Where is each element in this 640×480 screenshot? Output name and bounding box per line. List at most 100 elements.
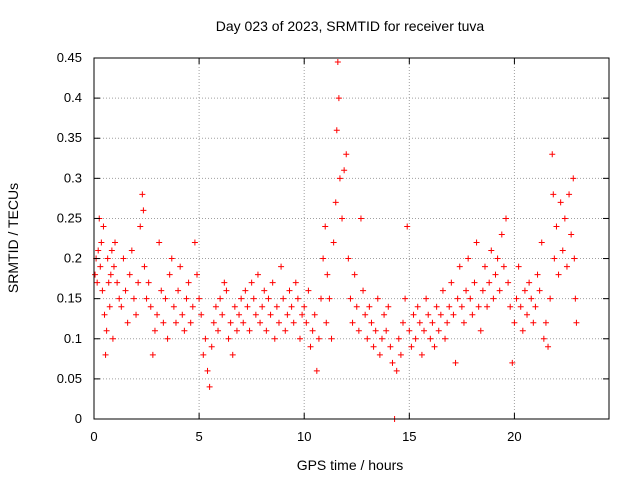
x-axis-label: GPS time / hours	[297, 457, 404, 473]
data-point	[542, 319, 549, 326]
data-point	[149, 351, 156, 358]
data-point	[106, 303, 113, 310]
data-point	[341, 167, 348, 174]
data-point	[158, 287, 165, 294]
data-point	[189, 303, 196, 310]
data-point	[484, 303, 491, 310]
data-point	[292, 279, 299, 286]
data-point	[328, 335, 335, 342]
data-point	[323, 319, 330, 326]
data-point	[318, 295, 325, 302]
data-point	[479, 287, 486, 294]
data-point	[259, 303, 266, 310]
data-point	[97, 263, 104, 270]
data-point	[246, 327, 253, 334]
data-point	[187, 319, 194, 326]
y-axis-label: SRMTID / TECUs	[5, 183, 21, 293]
data-point	[257, 319, 264, 326]
data-point	[140, 207, 147, 214]
data-point	[347, 295, 354, 302]
data-point	[204, 367, 211, 374]
data-point	[109, 335, 116, 342]
data-point	[297, 335, 303, 342]
data-point	[254, 271, 261, 278]
data-point	[573, 319, 580, 326]
data-point	[389, 359, 396, 366]
data-point	[559, 247, 566, 254]
y-tick-label: 0.15	[57, 291, 82, 306]
data-point	[524, 311, 531, 318]
data-point	[555, 271, 562, 278]
data-point	[488, 247, 495, 254]
data-point	[536, 287, 543, 294]
data-point	[170, 303, 177, 310]
data-point	[172, 319, 179, 326]
data-point	[528, 295, 535, 302]
data-point	[307, 343, 314, 350]
data-point	[490, 295, 497, 302]
data-point	[349, 319, 356, 326]
data-point	[442, 335, 449, 342]
data-point	[225, 335, 232, 342]
data-point	[452, 359, 459, 366]
data-point	[99, 287, 106, 294]
x-tick-label: 5	[195, 429, 202, 444]
data-point	[141, 263, 148, 270]
data-point	[473, 239, 480, 246]
data-point	[351, 271, 358, 278]
data-point	[343, 151, 350, 158]
data-point	[219, 311, 226, 318]
data-point	[557, 199, 564, 206]
data-point	[500, 263, 507, 270]
data-point	[143, 295, 150, 302]
data-point	[368, 319, 375, 326]
data-point	[261, 287, 268, 294]
data-point	[154, 311, 161, 318]
data-point	[147, 303, 154, 310]
x-tick-label: 10	[297, 429, 311, 444]
data-point	[416, 319, 423, 326]
data-point	[435, 327, 442, 334]
data-point	[362, 311, 369, 318]
data-point	[303, 319, 310, 326]
data-point	[250, 295, 257, 302]
y-tick-label: 0.4	[64, 90, 82, 105]
data-point	[505, 279, 512, 286]
data-points	[92, 59, 580, 422]
data-point	[496, 287, 503, 294]
data-point	[503, 215, 509, 222]
data-point	[550, 191, 557, 198]
data-point	[315, 335, 322, 342]
data-point	[566, 191, 573, 198]
data-point	[107, 271, 114, 278]
data-point	[240, 319, 247, 326]
data-point	[475, 303, 482, 310]
data-point	[130, 295, 137, 302]
data-point	[104, 255, 111, 262]
data-point	[471, 279, 478, 286]
data-point	[519, 327, 526, 334]
data-point	[191, 239, 198, 246]
data-point	[492, 271, 499, 278]
x-tick-label: 0	[90, 429, 97, 444]
data-point	[305, 287, 312, 294]
data-point	[229, 351, 236, 358]
data-point	[322, 223, 329, 230]
data-point	[177, 263, 184, 270]
data-point	[217, 295, 224, 302]
data-point	[95, 247, 102, 254]
data-point	[102, 351, 109, 358]
data-point	[330, 239, 337, 246]
data-point	[164, 335, 171, 342]
data-point	[320, 255, 327, 262]
data-point	[288, 303, 295, 310]
data-point	[570, 175, 577, 182]
data-point	[355, 327, 362, 334]
y-tick-label: 0.2	[64, 251, 82, 266]
data-point	[334, 59, 341, 66]
data-point	[412, 335, 419, 342]
data-point	[108, 247, 115, 254]
data-point	[94, 279, 101, 286]
data-point	[498, 231, 505, 238]
data-point	[410, 311, 417, 318]
